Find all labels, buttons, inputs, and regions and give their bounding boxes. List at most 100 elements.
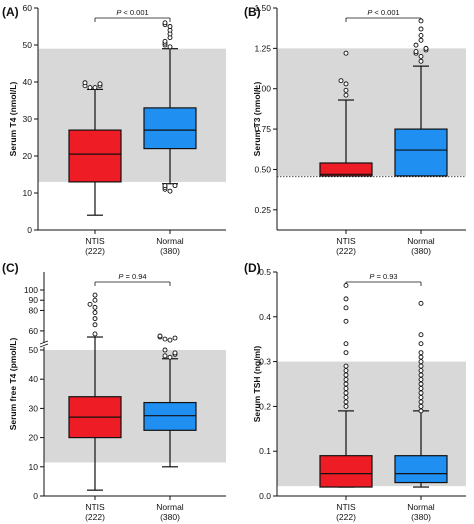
outlier-point	[418, 53, 424, 59]
outlier-point	[172, 183, 178, 189]
y-tick-label: 0.2	[259, 401, 271, 411]
x-tick-sublabel: (380)	[160, 512, 180, 522]
y-tick-label: 0.25	[254, 205, 271, 215]
box-normal: Normal(380)	[394, 18, 448, 256]
x-tick-sublabel: (380)	[411, 512, 431, 522]
outlier-point	[343, 368, 349, 374]
outlier-point	[87, 301, 93, 307]
outlier-point	[413, 42, 419, 48]
outlier-point	[418, 368, 424, 374]
p-value: P = 0.93	[369, 272, 397, 281]
p-value: P < 0.001	[116, 8, 148, 17]
box-normal: Normal(380)	[143, 20, 197, 256]
outlier-point	[338, 78, 344, 84]
x-tick-label: Normal	[407, 502, 435, 512]
panel-b: 0.25 0.50 0.75 1.00 1.25 1.50 Serum T3 (nmol/L…	[244, 3, 466, 256]
axis-break-gap	[40, 343, 48, 347]
x-tick-label: NTIS	[85, 236, 105, 246]
iqr-box	[143, 107, 197, 150]
y-tick-label: 0	[33, 491, 38, 501]
x-tick-sublabel: (222)	[85, 246, 105, 256]
outlier-point	[418, 354, 424, 360]
outlier-point	[343, 386, 349, 391]
y-tick-label: 10	[23, 188, 33, 198]
y-tick-label: 0.3	[259, 357, 271, 367]
outlier-point	[167, 24, 173, 29]
outlier-point	[418, 300, 424, 306]
iqr-box	[394, 128, 448, 177]
x-tick-sublabel: (380)	[411, 246, 431, 256]
outlier-point	[343, 363, 349, 369]
outlier-point	[418, 26, 424, 32]
p-value-text: < 0.001	[372, 8, 399, 17]
y-tick-label: 40	[23, 77, 33, 87]
outlier-point	[343, 296, 349, 302]
p-value-symbol: P	[367, 8, 372, 17]
y-tick-label: 1.00	[254, 84, 271, 94]
outlier-point	[343, 350, 349, 356]
box-ntis: NTIS(222)	[68, 80, 122, 256]
y-tick-label: 100	[24, 285, 38, 295]
outlier-point	[418, 381, 424, 387]
outlier-point	[343, 390, 349, 396]
iqr-box	[394, 455, 448, 484]
outlier-point	[92, 85, 98, 91]
box-ntis: NTIS(222)	[68, 292, 122, 522]
outlier-point	[418, 403, 424, 409]
x-tick-label: Normal	[407, 236, 435, 246]
outlier-point	[92, 316, 98, 322]
outlier-point	[418, 32, 424, 38]
y-tick-label: 50	[23, 40, 33, 50]
iqr-box	[68, 129, 122, 183]
y-tick-label: 30	[29, 403, 39, 413]
outlier-point	[92, 331, 98, 337]
outlier-point	[343, 318, 349, 324]
outlier-point	[343, 399, 349, 405]
y-tick-label: 0	[27, 225, 32, 235]
panel-label: (C)	[2, 261, 19, 275]
box-ntis: NTIS(222)	[319, 282, 373, 522]
outlier-point	[167, 354, 173, 360]
y-tick-label: 1.25	[254, 43, 271, 53]
outlier-point	[157, 333, 163, 339]
y-tick-label: 0.75	[254, 124, 271, 134]
x-tick-sublabel: (222)	[336, 246, 356, 256]
x-tick-label: NTIS	[85, 502, 105, 512]
p-value-symbol: P	[118, 272, 123, 281]
box-normal: Normal(380)	[143, 333, 197, 522]
outlier-point	[97, 81, 103, 87]
axis-break-mark	[39, 343, 49, 348]
x-tick-sublabel: (222)	[336, 512, 356, 522]
outlier-point	[418, 399, 424, 405]
y-tick-label: 60	[23, 3, 33, 13]
y-tick-label: 10	[29, 462, 39, 472]
outlier-point	[343, 87, 349, 93]
outlier-point	[413, 49, 419, 55]
outlier-point	[167, 337, 173, 343]
reference-band	[38, 48, 226, 182]
outlier-point	[162, 336, 168, 342]
axis-break-mark	[39, 340, 49, 345]
y-tick-label: 40	[29, 374, 39, 384]
outlier-point	[418, 394, 424, 400]
outlier-point	[162, 353, 168, 359]
y-tick-label: 0.0	[259, 491, 271, 501]
outlier-point	[92, 297, 98, 303]
outlier-point	[418, 372, 424, 378]
outlier-point	[343, 92, 349, 98]
y-axis-label: Serum T4 (nmol/L)	[8, 82, 18, 157]
x-tick-label: Normal	[156, 502, 184, 512]
outlier-point	[162, 38, 168, 44]
p-value-text: = 0.93	[374, 272, 397, 281]
y-tick-label: 50	[29, 345, 39, 355]
y-tick-label: 20	[29, 433, 39, 443]
box-normal: Normal(380)	[394, 300, 448, 522]
panel-label: (D)	[244, 261, 261, 275]
outlier-point	[92, 304, 98, 310]
outlier-point	[423, 45, 429, 51]
outlier-point	[343, 50, 349, 56]
y-tick-label: 0.1	[259, 446, 271, 456]
outlier-point	[418, 58, 424, 64]
outlier-point	[162, 20, 168, 26]
